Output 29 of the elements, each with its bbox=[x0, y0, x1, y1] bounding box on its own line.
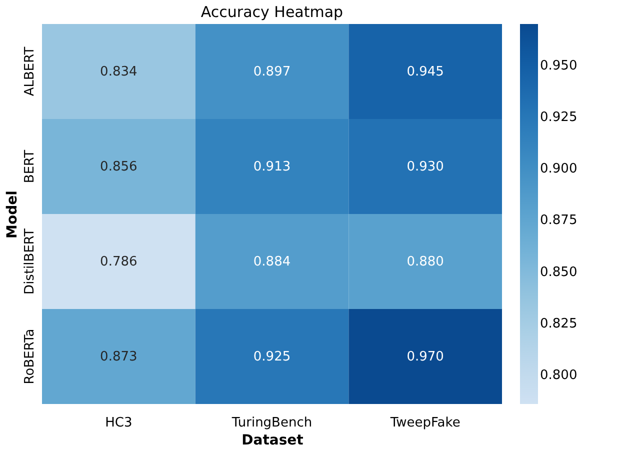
y-tick-label: DistilBERT bbox=[22, 228, 38, 294]
x-tick-label: TweepFake bbox=[389, 416, 460, 430]
data-label: 0.884 bbox=[253, 254, 291, 270]
x-axis-title: Dataset bbox=[242, 432, 304, 448]
color-bar-label: 0.825 bbox=[540, 316, 578, 332]
data-label: 0.913 bbox=[253, 160, 291, 174]
data-label: 0.834 bbox=[100, 64, 138, 80]
data-label: 0.925 bbox=[253, 350, 291, 364]
data-label: 0.856 bbox=[100, 160, 138, 174]
y-tick-label: ALBERT bbox=[22, 46, 38, 96]
chart-title: Accuracy Heatmap bbox=[200, 3, 344, 21]
data-label: 0.945 bbox=[406, 64, 444, 80]
data-label: 0.970 bbox=[406, 350, 444, 364]
color-bar-label: 0.850 bbox=[540, 264, 578, 280]
data-label: 0.873 bbox=[100, 350, 138, 364]
x-tick-label: TuringBench bbox=[230, 416, 312, 430]
color-bar-label: 0.875 bbox=[540, 213, 578, 228]
y-axis-title: Model bbox=[4, 190, 20, 238]
x-tick-label: HC3 bbox=[105, 416, 132, 430]
data-label: 0.786 bbox=[100, 254, 138, 270]
y-tick-label: BERT bbox=[22, 150, 38, 184]
color-bar-label: 0.925 bbox=[540, 110, 578, 125]
data-label: 0.880 bbox=[406, 254, 444, 270]
color-bar-label: 0.900 bbox=[540, 162, 578, 177]
data-label: 0.897 bbox=[253, 64, 291, 80]
data-label: 0.930 bbox=[406, 160, 444, 174]
y-tick-label: RoBERTa bbox=[22, 328, 38, 384]
color-bar-label: 0.800 bbox=[540, 368, 578, 384]
color-bar-label: 0.950 bbox=[540, 58, 578, 74]
